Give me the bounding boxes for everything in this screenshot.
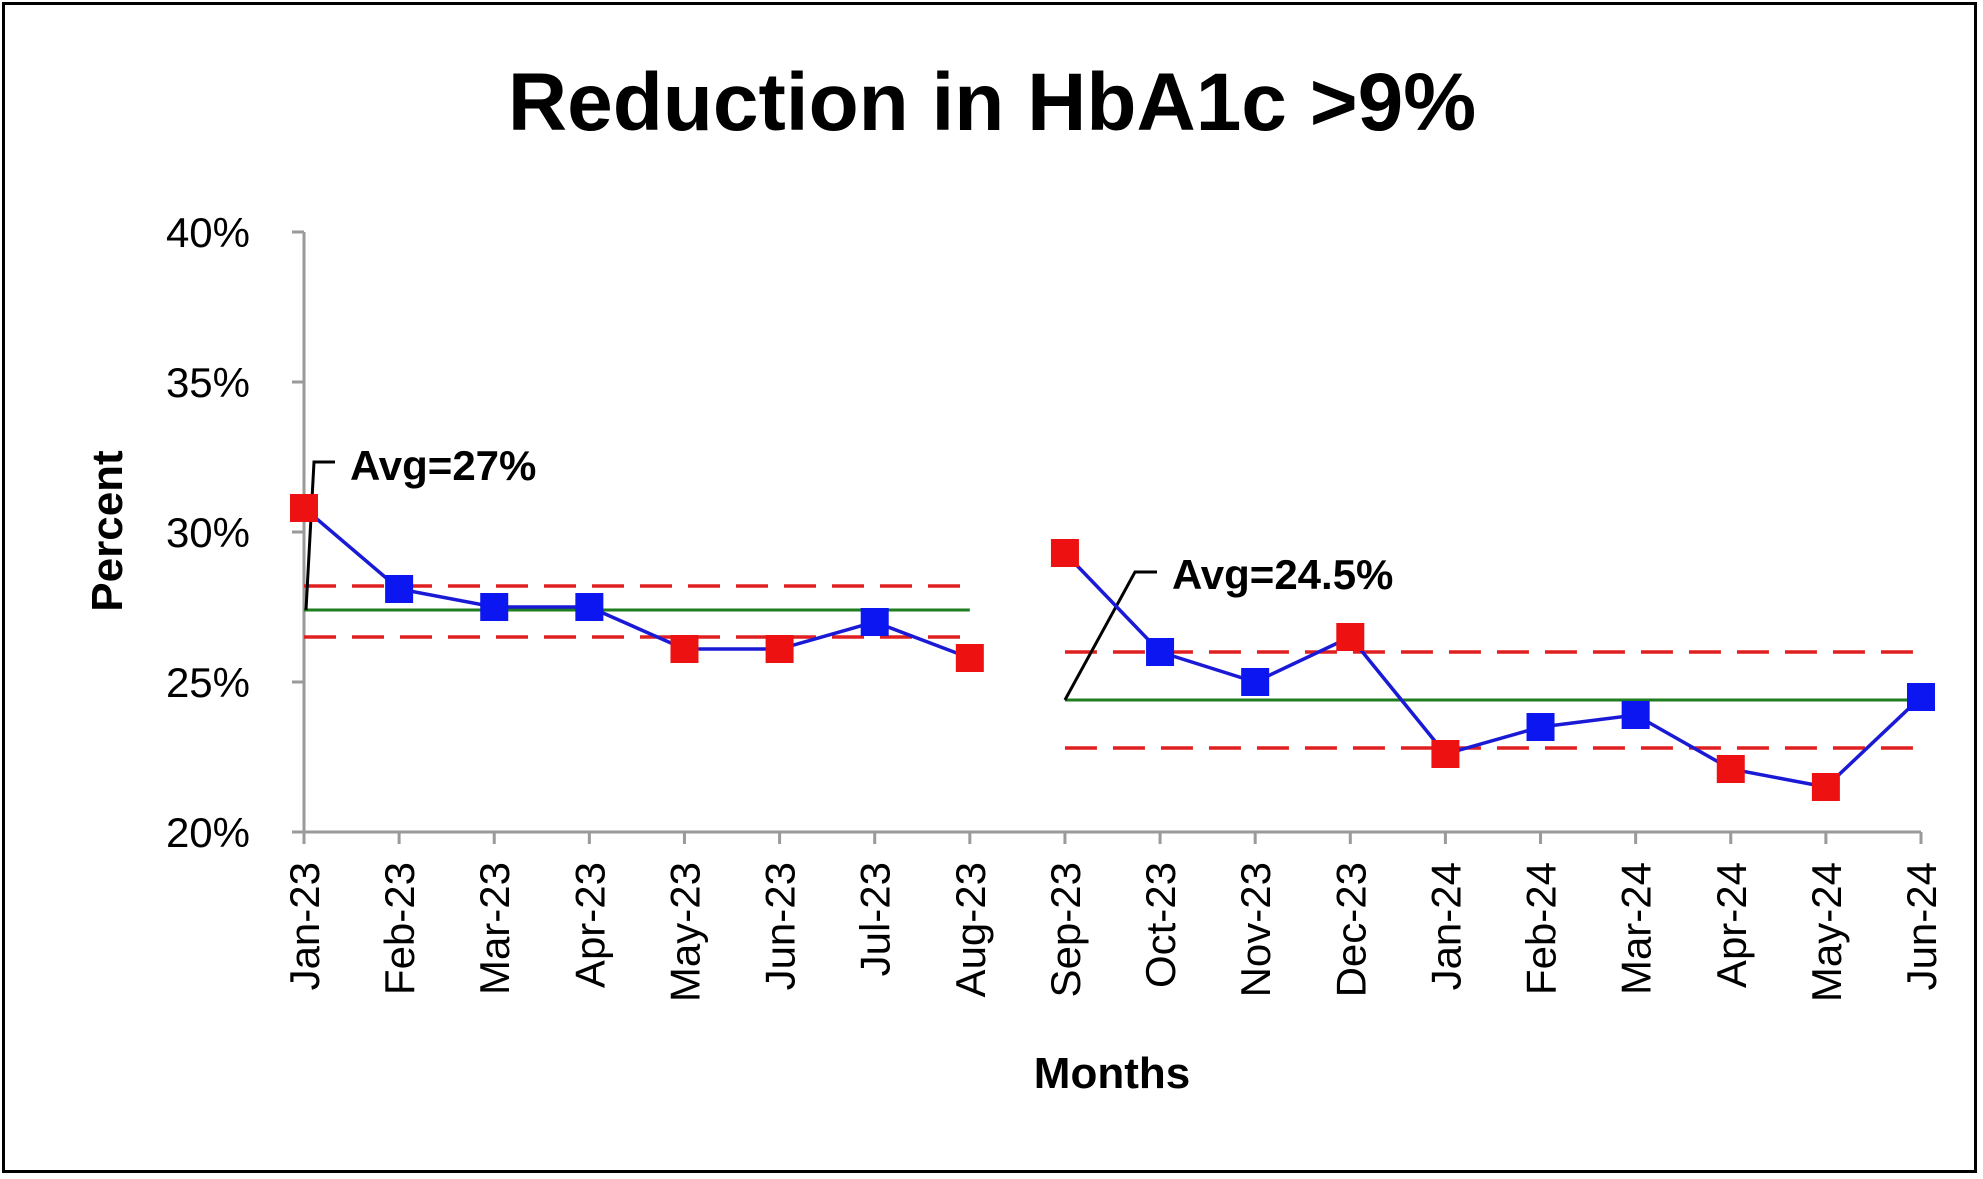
x-tick-label: Mar-24 bbox=[1613, 862, 1660, 995]
x-tick-label: Dec-23 bbox=[1327, 862, 1374, 997]
x-tick-label: Apr-24 bbox=[1708, 862, 1755, 988]
x-tick-label: May-23 bbox=[661, 862, 708, 1002]
data-point bbox=[290, 494, 318, 522]
x-tick-label: Aug-23 bbox=[947, 862, 994, 997]
x-tick-label: Feb-24 bbox=[1518, 862, 1565, 995]
data-point bbox=[1907, 683, 1935, 711]
chart-title: Reduction in HbA1c >9% bbox=[508, 57, 1476, 148]
data-point bbox=[575, 593, 604, 621]
avg-callout-line bbox=[1063, 570, 1157, 701]
x-tick-label: Jan-24 bbox=[1422, 862, 1469, 990]
y-axis-label: Percent bbox=[83, 450, 132, 612]
data-point bbox=[1241, 668, 1270, 696]
x-tick-label: May-24 bbox=[1803, 862, 1850, 1002]
y-tick-label: 40% bbox=[166, 209, 250, 256]
avg-callout-line bbox=[304, 460, 335, 611]
y-tick-label: 25% bbox=[166, 659, 250, 706]
x-tick-label: Jul-23 bbox=[852, 862, 899, 976]
data-point bbox=[1431, 740, 1460, 768]
x-tick-label: Mar-23 bbox=[471, 862, 518, 995]
series-line bbox=[1063, 551, 1923, 789]
x-tick-label: Nov-23 bbox=[1232, 862, 1279, 997]
data-point bbox=[1716, 755, 1745, 783]
x-tick-label: Oct-23 bbox=[1137, 862, 1184, 988]
y-tick-label: 30% bbox=[166, 509, 250, 556]
x-tick-label: Jun-23 bbox=[757, 862, 804, 990]
data-point bbox=[1621, 701, 1650, 729]
avg-annotation: Avg=27% bbox=[350, 442, 536, 489]
data-point bbox=[1050, 539, 1079, 567]
data-point bbox=[955, 644, 984, 672]
data-point bbox=[670, 635, 699, 663]
y-tick-label: 35% bbox=[166, 359, 250, 406]
data-point bbox=[1526, 713, 1555, 741]
data-point bbox=[1811, 773, 1840, 801]
x-tick-label: Jan-23 bbox=[281, 862, 328, 990]
data-point bbox=[860, 608, 889, 636]
data-point bbox=[1146, 638, 1175, 666]
x-axis-label: Months bbox=[1034, 1049, 1190, 1098]
data-point bbox=[480, 593, 509, 621]
x-tick-label: Apr-23 bbox=[566, 862, 613, 988]
plot-area: 20% 25% 30% 35% 40% Jan-23 Feb-23 Mar-23 Apr-23 M… bbox=[166, 209, 1945, 1002]
data-point bbox=[385, 575, 414, 603]
data-point bbox=[1336, 623, 1365, 651]
y-tick-label: 20% bbox=[166, 809, 250, 856]
x-tick-label: Sep-23 bbox=[1042, 862, 1089, 997]
series-line bbox=[302, 506, 971, 660]
data-point bbox=[765, 635, 794, 663]
x-tick-label: Jun-24 bbox=[1898, 862, 1945, 990]
avg-annotation: Avg=24.5% bbox=[1172, 551, 1393, 598]
x-tick-label: Feb-23 bbox=[376, 862, 423, 995]
